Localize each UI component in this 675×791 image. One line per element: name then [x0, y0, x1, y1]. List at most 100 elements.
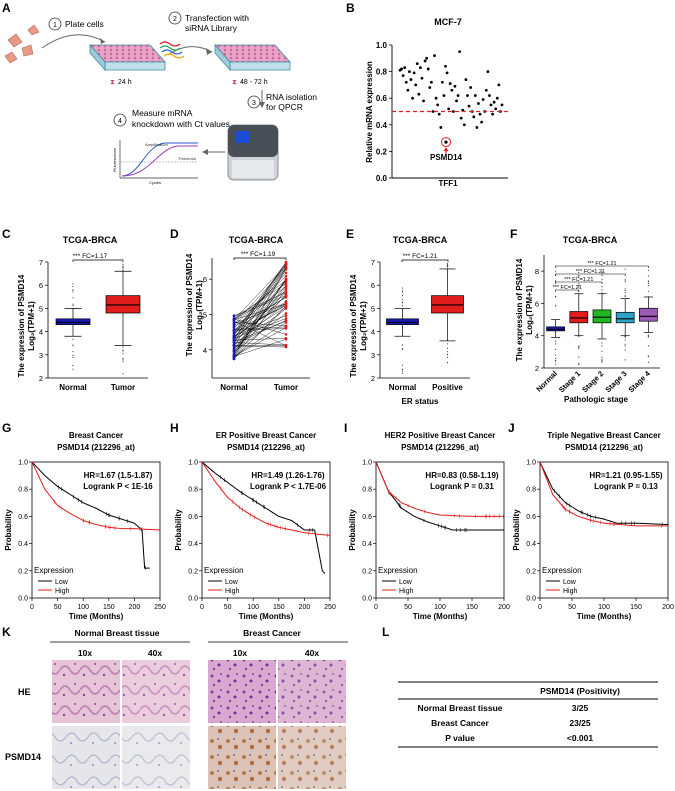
e-plot-outlier	[401, 344, 404, 346]
f-plot-category-label: Stage 2	[580, 369, 605, 394]
g-plot-xtick-label: 200	[129, 604, 141, 611]
h-plot-title-1: ER Positive Breast Cancer	[216, 431, 317, 440]
d-plot-pair-line	[233, 291, 287, 320]
chart-b-point	[466, 94, 469, 97]
panel-letter-j: J	[508, 421, 515, 435]
f-plot-outlier	[555, 360, 557, 362]
e-plot-outlier	[446, 264, 449, 266]
c-plot-outlier	[122, 263, 124, 265]
c-plot-outlier	[122, 353, 124, 355]
d-plot-tumor-point	[284, 336, 288, 340]
d-plot-pair-line	[233, 342, 287, 346]
c-plot-outlier	[122, 265, 124, 267]
e-plot-outlier	[446, 268, 449, 270]
e-plot-outlier	[446, 356, 449, 359]
j-plot-xlabel: Time (Months)	[577, 612, 632, 621]
d-plot-tumor-point	[284, 287, 288, 291]
chart-b-ytick-label: 0.4	[376, 121, 388, 130]
j-plot-curve-high	[539, 461, 668, 527]
f-plot-outlier	[624, 268, 626, 270]
table-row-value-1: 3/25	[572, 703, 589, 713]
f-plot-outlier	[624, 335, 626, 337]
cycles-label: Cycles	[149, 180, 161, 185]
c-plot-ytick-label: 6	[39, 281, 43, 290]
c-plot-outlier	[72, 351, 74, 353]
f-plot-category-label: Stage 3	[603, 369, 628, 394]
chart-b-point	[450, 88, 454, 92]
j-plot-legend-label: Low	[563, 579, 577, 586]
c-plot-ytick-label: 5	[39, 304, 43, 313]
panel-c-boxplot: C TCGA-BRCA The expression of PSMD14 Log…	[2, 227, 148, 392]
chart-d-plot-area: 4 5 6 Normal Tumor	[203, 257, 310, 392]
d-plot-pair-line	[233, 279, 287, 355]
chart-b-ytick-label: 0.2	[376, 147, 388, 156]
chart-c-significance: *** FC=1.17	[73, 253, 108, 260]
micrograph-he-cancer-10x	[208, 660, 276, 723]
i-plot-legend-label: High	[399, 588, 414, 595]
chart-b-point	[488, 94, 491, 97]
qpcr-curves-plot: Amplification Threshold Cycles Fluoresce…	[112, 140, 198, 185]
f-plot-outlier	[555, 305, 557, 307]
chart-b-point	[408, 70, 411, 73]
i-plot-ytick-label: 0.8	[362, 487, 372, 494]
chart-e-plot-area: 2 3 4 5 6 7 Normal Positive	[371, 258, 470, 392]
e-plot-outlier	[401, 291, 404, 293]
chart-b-point	[478, 112, 482, 116]
d-plot-normal-point	[232, 350, 236, 354]
h-plot-curve-high	[201, 461, 331, 536]
panel-letter-a: A	[2, 1, 11, 15]
d-plot-normal-point	[232, 355, 236, 358]
d-plot-normal-point	[232, 318, 236, 321]
chart-b-ytick-label: 1.0	[376, 41, 388, 50]
chart-b-point	[500, 103, 504, 107]
chart-b-point	[447, 107, 451, 111]
e-plot-outlier	[446, 263, 449, 265]
f-plot-outlier	[647, 282, 650, 285]
chart-b-point	[431, 110, 435, 113]
chart-b-point	[473, 94, 477, 97]
chart-b-point	[492, 100, 496, 104]
panel-letter-c: C	[2, 227, 11, 241]
e-plot-outlier	[446, 354, 449, 356]
j-plot-title-1: Triple Negative Breast Cancer	[547, 431, 660, 440]
f-plot-outlier	[578, 347, 580, 350]
d-plot-pair-line	[233, 295, 287, 343]
c-plot-category-label: Tumor	[111, 383, 135, 392]
d-plot-tumor-point	[284, 312, 288, 315]
f-plot-outlier	[624, 349, 626, 351]
chart-b-point	[434, 96, 438, 100]
f-plot-outlier	[601, 271, 603, 273]
chart-b-point	[419, 66, 422, 70]
chart-e-significance: *** FC=1.21	[403, 253, 438, 260]
mag-label-2: 40x	[148, 648, 162, 658]
d-plot-ytick-label: 6	[203, 275, 207, 284]
hourglass-icon: ⧗	[110, 79, 115, 86]
chart-b-point	[480, 120, 483, 124]
e-plot-outlier	[401, 294, 404, 296]
f-plot-sig-label: *** FC=1.21	[587, 261, 616, 267]
d-plot-pair-line	[233, 327, 287, 357]
e-plot-ytick-label: 4	[371, 328, 375, 337]
c-plot-outlier	[72, 304, 74, 307]
i-plot-logrank-text: Logrank P = 0.31	[430, 482, 494, 491]
chart-b-point	[491, 112, 494, 116]
chart-b-point	[420, 76, 424, 80]
chart-c-ylabel1: The expression of PSMD14	[17, 274, 26, 377]
g-plot-xtick-label: 0	[30, 604, 34, 611]
e-plot-outlier	[401, 298, 404, 301]
chart-d-title: TCGA-BRCA	[229, 235, 284, 245]
f-plot-outlier	[601, 286, 603, 288]
d-plot-normal-point	[232, 322, 236, 325]
d-plot-pair-line	[233, 303, 287, 345]
panel-k-histology: K Normal Breast tissue Breast Cancer 10x…	[2, 625, 348, 789]
f-plot-outlier	[647, 280, 650, 282]
f-plot-sig-label: *** FC=1.21	[553, 285, 582, 291]
d-plot-pair-line	[233, 280, 287, 321]
d-plot-pair-line	[233, 344, 287, 347]
chart-b-highlight-arrowhead	[443, 147, 449, 152]
d-plot-pair-line	[233, 303, 287, 324]
e-plot-outlier	[401, 304, 404, 307]
f-plot-outlier	[601, 361, 603, 363]
chart-b-point	[469, 86, 473, 89]
e-plot-ytick-label: 7	[371, 258, 375, 267]
